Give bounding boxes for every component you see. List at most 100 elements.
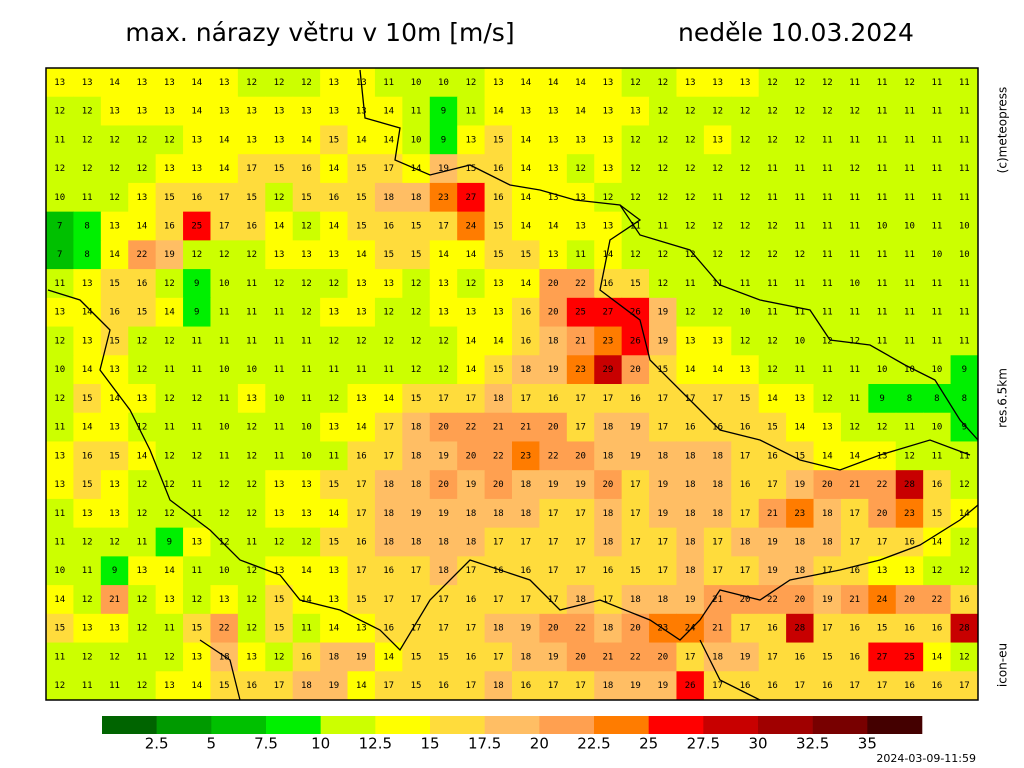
map-cell (46, 125, 74, 155)
map-cell (758, 642, 787, 672)
cell-value: 11 (356, 365, 367, 375)
cell-value: 12 (191, 394, 202, 404)
cell-value: 17 (712, 538, 723, 548)
cell-value: 13 (164, 595, 175, 605)
map-cell (292, 498, 321, 529)
borders (47, 69, 979, 701)
map-cell (895, 240, 924, 270)
cell-value: 11 (877, 193, 888, 203)
cell-value: 15 (191, 624, 202, 634)
map-cell (923, 355, 952, 385)
map-cell (128, 671, 157, 701)
map-cell (539, 384, 568, 414)
map-cell (155, 642, 184, 672)
cell-value: 11 (54, 652, 65, 662)
cell-value: 17 (493, 595, 504, 605)
map-cell (539, 642, 568, 672)
map-cell (237, 326, 266, 356)
map-cell (731, 498, 760, 529)
cell-value: 13 (137, 193, 148, 203)
map-cell (402, 211, 431, 241)
map-cell (484, 613, 513, 644)
map-cell (155, 182, 184, 213)
map-cell (457, 297, 486, 328)
cell-value: 17 (685, 652, 696, 662)
cell-value: 13 (82, 624, 93, 634)
map-cell (950, 269, 979, 299)
cell-value: 15 (411, 222, 422, 232)
cell-value: 10 (411, 78, 422, 88)
cell-value: 13 (274, 480, 285, 490)
cell-value: 18 (630, 595, 641, 605)
cell-value: 12 (54, 107, 65, 117)
map-cell (813, 412, 842, 442)
cell-value: 17 (603, 595, 614, 605)
cell-value: 11 (301, 336, 312, 346)
map-cell (895, 125, 924, 155)
map-cell (484, 441, 513, 471)
map-cell (73, 154, 102, 184)
map-cell (758, 240, 787, 270)
cell-value: 17 (849, 509, 860, 519)
cell-value: 13 (328, 595, 339, 605)
cell-value: 11 (904, 135, 915, 145)
cell-value: 18 (685, 566, 696, 576)
map-cell (895, 498, 924, 529)
cell-value: 11 (959, 308, 970, 318)
map-cell (786, 125, 815, 155)
map-cell (73, 68, 102, 98)
cell-value: 17 (685, 394, 696, 404)
cell-value: 14 (328, 509, 339, 519)
map-cell (374, 441, 403, 471)
map-cell (868, 96, 897, 126)
map-cell (429, 613, 458, 644)
cell-value: 11 (822, 308, 833, 318)
legend-label: 5 (207, 735, 217, 753)
map-cell (73, 355, 102, 385)
cell-value: 9 (962, 423, 967, 433)
map-cell (73, 556, 102, 586)
cell-value: 18 (575, 595, 586, 605)
map-cell (758, 68, 787, 98)
cell-value: 12 (712, 107, 723, 117)
map-cell (484, 125, 513, 155)
cell-value: 13 (109, 107, 120, 117)
map-cell (512, 211, 540, 241)
cell-value: 17 (465, 566, 476, 576)
cell-value: 11 (274, 336, 285, 346)
cell-value: 14 (465, 336, 476, 346)
map-cell (923, 556, 952, 586)
cell-value: 12 (767, 107, 778, 117)
map-cell (100, 355, 129, 385)
map-cell (950, 68, 979, 98)
cell-value: 21 (493, 423, 504, 433)
cell-value: 17 (493, 652, 504, 662)
map-cell (950, 470, 979, 500)
map-cell (292, 269, 321, 299)
cell-value: 11 (959, 107, 970, 117)
legend-swatch (430, 716, 485, 734)
map-cell (320, 240, 349, 270)
map-cell (347, 412, 376, 442)
cell-value: 12 (328, 336, 339, 346)
cell-value: 20 (877, 509, 888, 519)
map-cell (594, 671, 623, 701)
cell-value: 13 (82, 509, 93, 519)
map-cell (237, 68, 266, 98)
cell-value: 11 (959, 78, 970, 88)
cell-value: 19 (767, 566, 778, 576)
cell-value: 13 (164, 164, 175, 174)
cell-value: 11 (849, 308, 860, 318)
cell-value: 23 (520, 451, 531, 461)
cell-value: 22 (137, 250, 148, 260)
map-cell (183, 441, 211, 471)
cell-value: 11 (794, 308, 805, 318)
map-cell (868, 269, 897, 299)
cell-value: 16 (630, 394, 641, 404)
cell-value: 11 (191, 480, 202, 490)
cell-value: 18 (603, 509, 614, 519)
cell-value: 12 (712, 164, 723, 174)
map-cell (183, 125, 211, 155)
cell-value: 15 (411, 652, 422, 662)
map-cell (649, 412, 677, 442)
